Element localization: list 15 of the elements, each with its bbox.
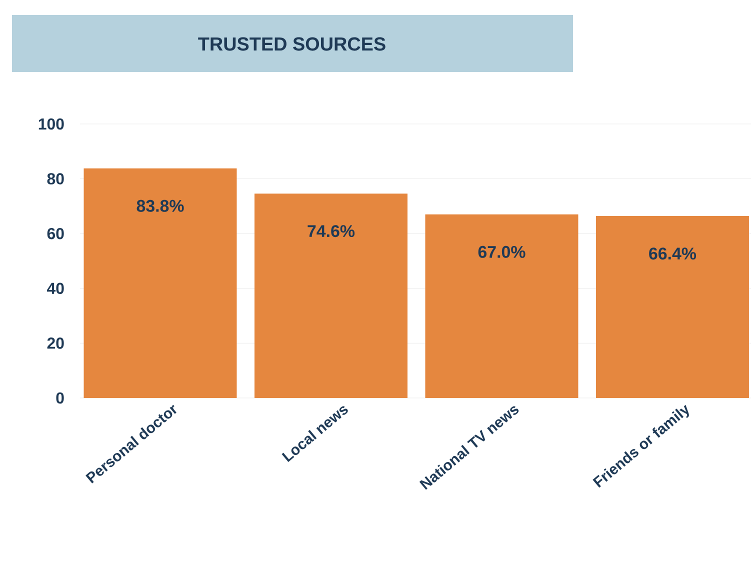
bar (596, 216, 749, 398)
bar (84, 168, 237, 398)
data-label: 66.4% (649, 248, 696, 260)
y-tick-label: 40 (46, 282, 64, 294)
y-tick-label: 60 (47, 228, 64, 240)
y-tick-label: 80 (47, 173, 64, 184)
chart-title: TRUSTED SOURCES (198, 37, 386, 51)
data-label: 67.0% (478, 246, 526, 258)
data-label: 74.6% (308, 225, 355, 238)
y-tick-label: 20 (47, 338, 64, 349)
data-label: 83.8% (136, 200, 184, 212)
y-tick-label: 0 (56, 392, 64, 404)
bar (254, 194, 408, 398)
y-tick-label: 100 (38, 118, 64, 130)
bar (425, 214, 578, 398)
